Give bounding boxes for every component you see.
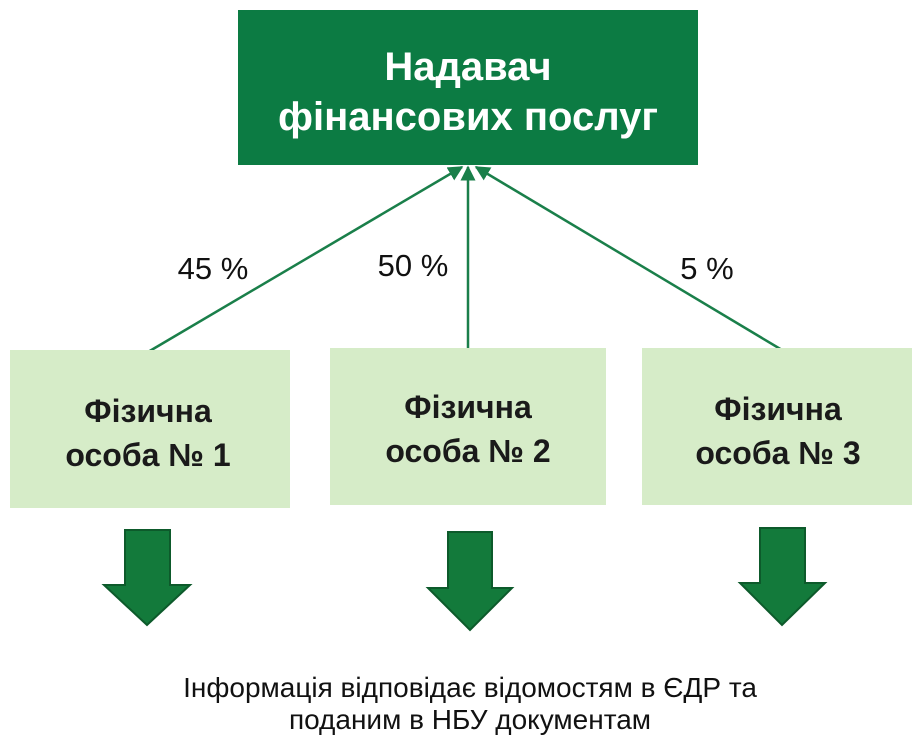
down-arrow [425,531,515,632]
node-label: особа № 3 [695,435,860,471]
node-label: Фізична [84,393,212,429]
down-arrow [101,529,193,627]
footer-text: поданим в НБУ документам [289,704,651,735]
node [10,350,290,508]
down-arrow [737,527,828,627]
edge-label: 5 % [680,251,733,286]
edge-label: 50 % [378,248,449,283]
node [642,348,912,505]
top-node-label: Надавач [384,45,551,89]
top-node-label: фінансових послуг [278,95,658,139]
node-label: Фізична [714,391,842,427]
edge [474,165,783,352]
edge [147,165,464,354]
node-label: Фізична [404,389,532,425]
top-node [238,10,698,165]
edge-label: 45 % [178,251,249,286]
node-label: особа № 1 [65,437,230,473]
node-label: особа № 2 [385,433,550,469]
footer-text: Інформація відповідає відомостям в ЄДР т… [183,672,757,703]
node [330,348,606,505]
